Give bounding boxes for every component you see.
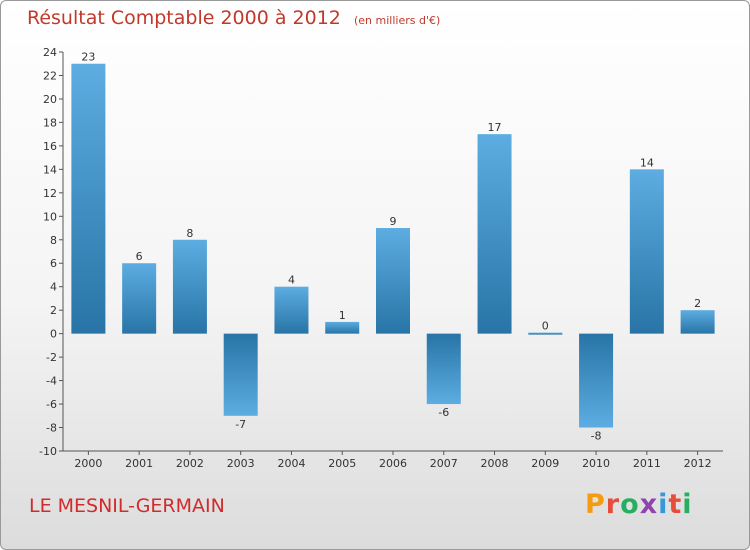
- labels-group: 23 6 8 -7 4 1 9 -6 17 0 -8 14 2: [81, 51, 701, 443]
- bar-2003: [223, 333, 258, 416]
- data-label-2001: 6: [136, 250, 143, 263]
- brand-letter: i: [682, 489, 693, 520]
- y-tick-label: 6: [50, 257, 57, 270]
- data-label-2010: -8: [591, 430, 602, 443]
- chart-title-block: Résultat Comptable 2000 à 2012 (en milli…: [27, 7, 440, 29]
- y-tick-label: 22: [43, 69, 57, 82]
- brand-logo: Proxiti: [585, 489, 693, 520]
- bar-2009: [528, 332, 563, 335]
- data-label-2002: 8: [186, 227, 193, 240]
- brand-letter: t: [668, 489, 683, 520]
- x-tick-label: 2007: [430, 457, 458, 470]
- y-tick-label: 10: [43, 210, 57, 223]
- x-tick-label: 2001: [125, 457, 153, 470]
- data-label-2009: 0: [542, 320, 549, 333]
- y-tick-label: -8: [46, 422, 57, 435]
- x-tick-label: 2008: [481, 457, 509, 470]
- x-tick-label: 2010: [582, 457, 610, 470]
- brand-letter: r: [605, 489, 621, 520]
- bar-2005: [325, 321, 360, 334]
- bar-2004: [274, 286, 309, 334]
- brand-letter: o: [620, 489, 640, 520]
- data-label-2000: 23: [81, 51, 95, 64]
- brand-letter: i: [658, 489, 669, 520]
- x-tick-label: 2004: [277, 457, 305, 470]
- x-tick-label: 2003: [227, 457, 255, 470]
- y-tick-label: -10: [39, 445, 57, 458]
- y-tick-label: 20: [43, 93, 57, 106]
- bar-2012: [680, 310, 715, 334]
- y-tick-label: 14: [43, 163, 57, 176]
- y-tick-label: 0: [50, 328, 57, 341]
- data-label-2012: 2: [694, 297, 701, 310]
- data-label-2011: 14: [640, 156, 654, 169]
- bar-2007: [426, 333, 461, 405]
- bar-2010: [579, 333, 614, 428]
- y-tick-label: 8: [50, 234, 57, 247]
- bars-group: [71, 63, 715, 428]
- bar-2002: [172, 239, 207, 334]
- bar-2008: [477, 134, 512, 334]
- bar-2011: [629, 169, 664, 334]
- y-tick-label: 18: [43, 116, 57, 129]
- data-label-2006: 9: [390, 215, 397, 228]
- data-label-2005: 1: [339, 309, 346, 322]
- y-tick-label: 12: [43, 187, 57, 200]
- y-tick-label: -4: [46, 375, 57, 388]
- y-tick-label: 24: [43, 46, 57, 59]
- x-tick-label: 2005: [328, 457, 356, 470]
- brand-letter: P: [585, 489, 606, 520]
- data-label-2008: 17: [488, 121, 502, 134]
- data-label-2004: 4: [288, 274, 295, 287]
- bar-2000: [71, 63, 106, 334]
- y-tick-label: 16: [43, 140, 57, 153]
- y-tick-label: -2: [46, 351, 57, 364]
- bar-2006: [376, 228, 410, 334]
- y-tick-label: -6: [46, 398, 57, 411]
- y-tick-label: 2: [50, 304, 57, 317]
- data-label-2007: -6: [438, 406, 449, 419]
- chart-subtitle: (en milliers d'€): [353, 14, 441, 27]
- y-tick-label: 4: [50, 281, 57, 294]
- x-tick-label: 2009: [531, 457, 559, 470]
- data-label-2003: -7: [235, 418, 246, 431]
- brand-letter: x: [639, 489, 659, 520]
- x-tick-label: 2011: [633, 457, 661, 470]
- bar-2001: [122, 263, 157, 334]
- chart-title: Résultat Comptable 2000 à 2012: [27, 7, 341, 29]
- x-tick-label: 2006: [379, 457, 407, 470]
- x-tick-label: 2012: [684, 457, 712, 470]
- commune-name: LE MESNIL-GERMAIN: [29, 495, 225, 517]
- x-tick-label: 2002: [176, 457, 204, 470]
- x-tick-label: 2000: [74, 457, 102, 470]
